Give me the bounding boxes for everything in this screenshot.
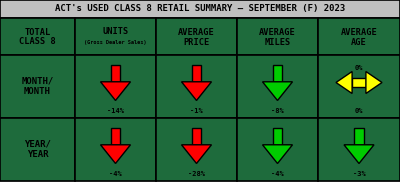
Text: 0%: 0% [355, 108, 363, 114]
Bar [111, 64, 120, 82]
Bar [156, 55, 237, 118]
Text: -14%: -14% [107, 108, 124, 114]
Bar [111, 128, 120, 145]
Bar [352, 78, 366, 87]
Text: YEAR/
YEAR: YEAR/ YEAR [24, 140, 51, 159]
Polygon shape [182, 145, 212, 163]
Text: -1%: -1% [190, 108, 203, 114]
Bar [237, 18, 318, 55]
Text: UNITS: UNITS [102, 27, 129, 36]
Bar [0, 0, 400, 18]
Bar [75, 55, 156, 118]
Text: -4%: -4% [271, 171, 284, 177]
Text: AVERAGE: AVERAGE [341, 28, 377, 37]
Text: AVERAGE: AVERAGE [259, 28, 296, 37]
Bar [192, 128, 201, 145]
Text: AGE: AGE [351, 38, 367, 47]
Bar [75, 118, 156, 181]
Text: 0%: 0% [355, 66, 363, 72]
Bar [354, 128, 364, 145]
Polygon shape [262, 145, 292, 163]
Text: -4%: -4% [109, 171, 122, 177]
Bar [0, 18, 75, 55]
Bar [318, 18, 400, 55]
Text: TOTAL: TOTAL [24, 28, 51, 37]
Text: CLASS 8: CLASS 8 [19, 37, 56, 46]
Polygon shape [100, 82, 130, 100]
Bar [156, 18, 237, 55]
Polygon shape [182, 82, 212, 100]
Bar [237, 118, 318, 181]
Text: MONTH/
MONTH: MONTH/ MONTH [21, 77, 54, 96]
Text: ACT's USED CLASS 8 RETAIL SUMMARY – SEPTEMBER (F) 2023: ACT's USED CLASS 8 RETAIL SUMMARY – SEPT… [55, 5, 345, 13]
Bar [75, 18, 156, 55]
Bar [273, 64, 282, 82]
Text: (Gross Dealer Sales): (Gross Dealer Sales) [84, 40, 147, 45]
Bar [156, 118, 237, 181]
Bar [318, 118, 400, 181]
Polygon shape [262, 82, 292, 100]
Polygon shape [344, 145, 374, 163]
Polygon shape [100, 145, 130, 163]
Bar [237, 55, 318, 118]
Bar [0, 55, 75, 118]
Bar [192, 64, 201, 82]
Text: AVERAGE: AVERAGE [178, 28, 215, 37]
Polygon shape [366, 72, 382, 94]
Text: -28%: -28% [188, 171, 205, 177]
Bar [318, 55, 400, 118]
Text: PRICE: PRICE [183, 38, 210, 47]
Bar [273, 128, 282, 145]
Text: -8%: -8% [271, 108, 284, 114]
Bar [0, 118, 75, 181]
Polygon shape [336, 72, 352, 94]
Text: -3%: -3% [353, 171, 365, 177]
Text: MILES: MILES [264, 38, 291, 47]
